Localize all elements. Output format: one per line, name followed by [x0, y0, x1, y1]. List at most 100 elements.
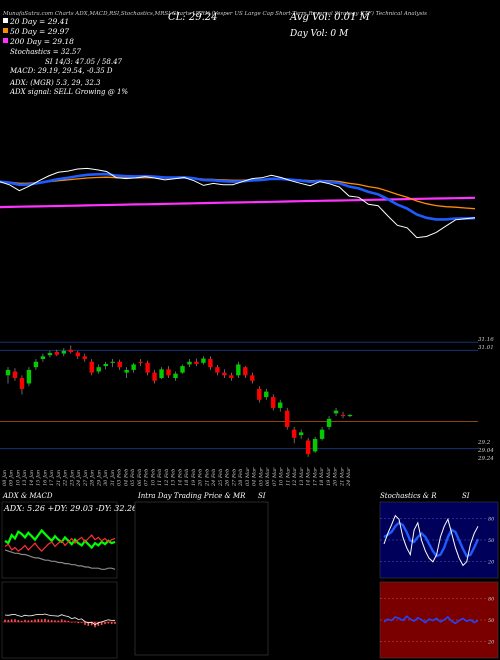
candle-42 [298, 429, 304, 439]
macd-hist-bar [67, 620, 70, 622]
candle-body [5, 369, 11, 376]
legend-swatch-20day [3, 18, 8, 23]
candle-9 [68, 345, 74, 354]
candle-body [305, 440, 311, 455]
macd-hist-bar [114, 622, 116, 624]
macd-hist-bar [27, 620, 30, 622]
legend-stochastics: Stochastics = 32.57 [10, 48, 81, 56]
candle-47 [333, 407, 339, 417]
candle-body [89, 361, 94, 373]
date-tick: 14 Jan [29, 470, 35, 486]
legend-adx-signal: ADX signal: SELL Growing @ 1% [9, 88, 128, 96]
date-tick: 14 Feb [177, 469, 183, 486]
macd-hist-bar [57, 620, 60, 622]
candle-23 [166, 366, 171, 379]
candle-32 [229, 372, 234, 381]
candle-body [131, 364, 136, 370]
candle-body [19, 378, 25, 389]
candle-body [82, 356, 87, 360]
mrsi-line [383, 615, 479, 625]
mrsi-tick: 80 [488, 596, 495, 602]
date-tick: 13 Feb [171, 469, 177, 486]
date-tick: 03 Mar [245, 467, 251, 486]
candle-41 [291, 426, 297, 444]
day-volume: Day Vol: 0 M [289, 29, 349, 39]
candle-12 [89, 359, 94, 376]
candle-39 [278, 399, 283, 412]
macd-panel [1, 581, 118, 659]
candle-1 [12, 368, 18, 381]
candle-body [180, 366, 185, 373]
candle-17 [124, 367, 129, 379]
macd-hist-bar [80, 622, 83, 623]
level-label-31-16: 31.16 [478, 337, 494, 343]
date-tick: 14 Mar [306, 467, 312, 486]
date-tick: 06 Feb [137, 469, 143, 486]
candle-33 [236, 361, 241, 379]
panel-title-stoch-si: SI [462, 492, 470, 500]
candle-body [284, 410, 290, 427]
avg-volume: Avg Vol: 0.01 M [289, 12, 371, 23]
macd-hist-bar [84, 622, 86, 625]
candle-body [61, 350, 67, 354]
candle-19 [138, 359, 143, 367]
macd-hist-bar [50, 620, 53, 622]
panel-title-stoch: Stochastics & R [380, 492, 437, 500]
date-tick: 30 Jan [103, 470, 109, 486]
macd-hist-bar [47, 619, 50, 622]
date-tick: 12 Feb [164, 469, 170, 486]
panel-title-intraday: Intra Day Trading Price & MR [137, 492, 246, 500]
macd-hist-bar [100, 622, 103, 626]
candle-13 [96, 364, 101, 374]
date-tick: 20 Mar [333, 467, 339, 487]
intraday-panel [134, 501, 269, 656]
macd-line [4, 613, 116, 626]
ema-20-line [0, 172, 476, 221]
macd-hist-bar [40, 619, 43, 622]
candle-body [103, 363, 108, 367]
candle-29 [208, 356, 213, 370]
candle-body [340, 415, 346, 417]
legend: 20 Day = 29.41 50 Day = 29.97 200 Day = … [3, 17, 128, 96]
date-tick: 09 Jan [9, 470, 15, 486]
candle-15 [110, 359, 115, 368]
date-tick: 21 Mar [339, 467, 345, 487]
candle-22 [159, 367, 164, 380]
candle-body [75, 352, 80, 357]
macd-hist-bar [97, 622, 100, 626]
candle-44 [312, 436, 318, 454]
candle-35 [250, 372, 255, 384]
candle-27 [194, 358, 199, 367]
date-tick: 04 Mar [252, 467, 258, 486]
macd-hist-bar [74, 621, 76, 623]
candlesticks [5, 345, 353, 457]
candle-body [47, 353, 53, 356]
legend-macd: MACD: 29.19, 29.54, -0.35 D [9, 67, 113, 75]
date-tick: 28 Jan [90, 470, 96, 487]
date-tick: 25 Feb [218, 469, 224, 487]
candle-18 [131, 362, 136, 373]
candle-body [278, 402, 283, 408]
candle-25 [180, 364, 185, 374]
candle-body [12, 371, 18, 379]
candle-body [124, 369, 129, 373]
candle-body [187, 361, 192, 365]
candle-28 [201, 356, 206, 365]
macd-hist-bar [87, 622, 90, 626]
date-tick: 15 Jan [36, 470, 42, 486]
macd-hist-bar [60, 619, 63, 622]
candle-46 [326, 416, 332, 430]
price-levels [0, 341, 478, 450]
date-tick: 27 Jan [83, 470, 89, 487]
date-tick: 04 Feb [123, 469, 129, 486]
stoch-tick: 50 [488, 538, 495, 544]
date-tick: 10 Mar [279, 467, 285, 486]
date-tick: 08 Jan [2, 470, 8, 486]
site-title: MunafaSutra.com Charts ADX,MACD,RSI,Stoc… [2, 10, 427, 17]
candle-48 [340, 411, 346, 419]
adx-lines [4, 528, 116, 570]
candle-body [68, 349, 74, 352]
macd-lines [3, 613, 116, 628]
date-tick: 20 Feb [198, 469, 204, 487]
date-tick: 18 Feb [184, 469, 190, 486]
